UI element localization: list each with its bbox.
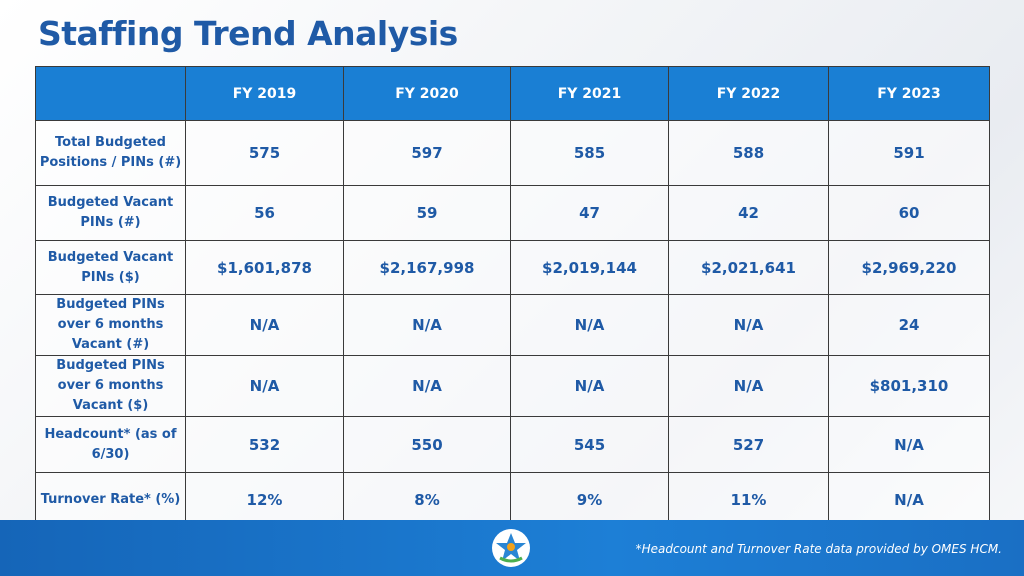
header-row: FY 2019 FY 2020 FY 2021 FY 2022 FY 2023 [35,66,990,121]
table-row: Budgeted PINs over 6 months Vacant ($) N/… [35,355,990,417]
staffing-table: FY 2019 FY 2020 FY 2021 FY 2022 FY 2023 Tota… [35,66,990,527]
column-header: FY 2022 [668,66,829,121]
table-cell: 527 [668,416,829,473]
row-label: Budgeted PINs over 6 months Vacant ($) [35,355,186,417]
table-row: Headcount* (as of 6/30) 532 550 545 527 N/A [35,416,990,473]
table-cell: N/A [828,416,990,473]
column-header: FY 2019 [185,66,344,121]
footer-bar: *Headcount and Turnover Rate data provid… [0,520,1024,576]
table-cell: 575 [185,120,344,186]
table-cell: 12% [185,472,344,527]
table-row: Budgeted Vacant PINs ($) $1,601,878 $2,167… [35,240,990,295]
table-cell: 24 [828,294,990,356]
table-cell: $2,969,220 [828,240,990,295]
table-cell: 597 [343,120,511,186]
row-label: Budgeted Vacant PINs ($) [35,240,186,295]
table-cell: 60 [828,185,990,241]
table-cell: 9% [510,472,669,527]
logo [492,529,530,567]
table-cell: N/A [343,355,511,417]
table-row: Budgeted PINs over 6 months Vacant (#) N/… [35,294,990,356]
table-cell: 585 [510,120,669,186]
table-cell: $801,310 [828,355,990,417]
table-cell: N/A [828,472,990,527]
table-cell: 591 [828,120,990,186]
table-row: Turnover Rate* (%) 12% 8% 9% 11% N/A [35,472,990,527]
row-label: Turnover Rate* (%) [35,472,186,527]
column-header: FY 2023 [828,66,990,121]
table-cell: 532 [185,416,344,473]
table-cell: 56 [185,185,344,241]
row-label: Budgeted Vacant PINs (#) [35,185,186,241]
column-header: FY 2020 [343,66,511,121]
table-cell: 545 [510,416,669,473]
table-cell: 550 [343,416,511,473]
table-cell: 47 [510,185,669,241]
table-cell: N/A [185,294,344,356]
row-label: Headcount* (as of 6/30) [35,416,186,473]
table-cell: $2,019,144 [510,240,669,295]
table-cell: N/A [510,294,669,356]
table-row: Budgeted Vacant PINs (#) 56 59 47 42 60 [35,185,990,241]
table-cell: $2,167,998 [343,240,511,295]
table-cell: 588 [668,120,829,186]
table-row: Total Budgeted Positions / PINs (#) 575 59… [35,120,990,186]
table-cell: N/A [185,355,344,417]
table-cell: 59 [343,185,511,241]
table-cell: $2,021,641 [668,240,829,295]
row-label: Budgeted PINs over 6 months Vacant (#) [35,294,186,356]
row-label: Total Budgeted Positions / PINs (#) [35,120,186,186]
footnote: *Headcount and Turnover Rate data provid… [635,542,1002,556]
title: Staffing Trend Analysis [38,14,458,53]
table-cell: 11% [668,472,829,527]
table-cell: N/A [668,355,829,417]
column-header: FY 2021 [510,66,669,121]
table-cell: N/A [668,294,829,356]
corner-cell [35,66,186,121]
table-cell: 8% [343,472,511,527]
table-cell: N/A [510,355,669,417]
table-cell: $1,601,878 [185,240,344,295]
table-cell: 42 [668,185,829,241]
table-cell: N/A [343,294,511,356]
